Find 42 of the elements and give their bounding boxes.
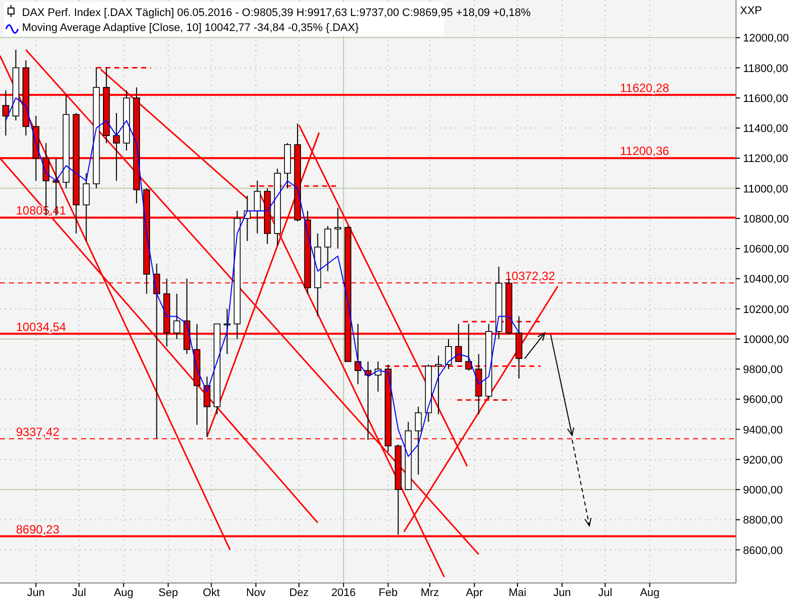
x-tick-label: Jun	[27, 587, 45, 599]
ref-line-label: 8690,23	[16, 522, 60, 536]
ref-line-label: 11200,36	[620, 144, 670, 158]
y-tick-label: 10600,00	[743, 244, 789, 256]
ref-line-label: 9337,42	[16, 424, 60, 439]
y-tick-label: 11800,00	[743, 62, 788, 75]
legend-label: Moving Average Adaptive [Close, 10] 10042,77 -34,84 -0,35% {.DAX}	[22, 22, 360, 34]
x-tick-label: Nov	[246, 587, 266, 599]
ref-line-label: 10034,54	[16, 320, 66, 334]
x-tick-label: Aug	[114, 587, 134, 599]
y-tick-label: 8600,00	[743, 544, 783, 557]
ref-line-label: 10372,32	[505, 268, 556, 283]
y-tick-label: 9200,00	[743, 454, 783, 466]
y-tick-label: 10400,00	[743, 274, 789, 286]
y-tick-label: 8800,00	[743, 514, 783, 527]
y-tick-label: 11000,00	[743, 183, 788, 196]
y-tick-label: 11600,00	[743, 92, 788, 105]
x-tick-label: Dez	[289, 587, 309, 599]
x-tick-label: Okt	[202, 587, 220, 599]
ref-line-label: 11620,28	[620, 80, 670, 95]
x-tick-label: Feb	[378, 587, 398, 599]
x-tick-label: Jul	[598, 587, 612, 599]
x-tick-label: Sep	[158, 587, 178, 599]
y-tick-label: 9600,00	[743, 394, 783, 406]
x-tick-label: Jul	[72, 587, 86, 599]
x-tick-label: Mrz	[420, 587, 439, 599]
y-tick-label: 10000,00	[743, 334, 789, 346]
text: DAX Perf. Index [.DAX Täglich] 06.05.2016 - O:9805,39 H:9917,63 L:9737,00 C:9869,95 +18,09 +0,18%	[22, 7, 531, 19]
y-tick-label: 9400,00	[743, 424, 783, 436]
x-tick-label: Apr	[466, 587, 484, 599]
x-tick-label: Aug	[640, 587, 660, 599]
y-axis-title: XXP	[740, 5, 762, 17]
y-tick-label: 10200,00	[743, 304, 789, 316]
x-tick-label: Jun	[553, 587, 571, 599]
x-tick-label: 2016	[331, 587, 356, 599]
y-tick-label: 11200,00	[743, 153, 788, 166]
x-tick-label: Mai	[508, 587, 526, 599]
y-tick-label: 11400,00	[743, 123, 788, 136]
y-tick-label: 12000,00	[743, 32, 789, 45]
y-tick-label: 9000,00	[743, 484, 783, 497]
y-tick-label: 10800,00	[743, 213, 789, 226]
y-tick-label: 9800,00	[743, 364, 783, 376]
